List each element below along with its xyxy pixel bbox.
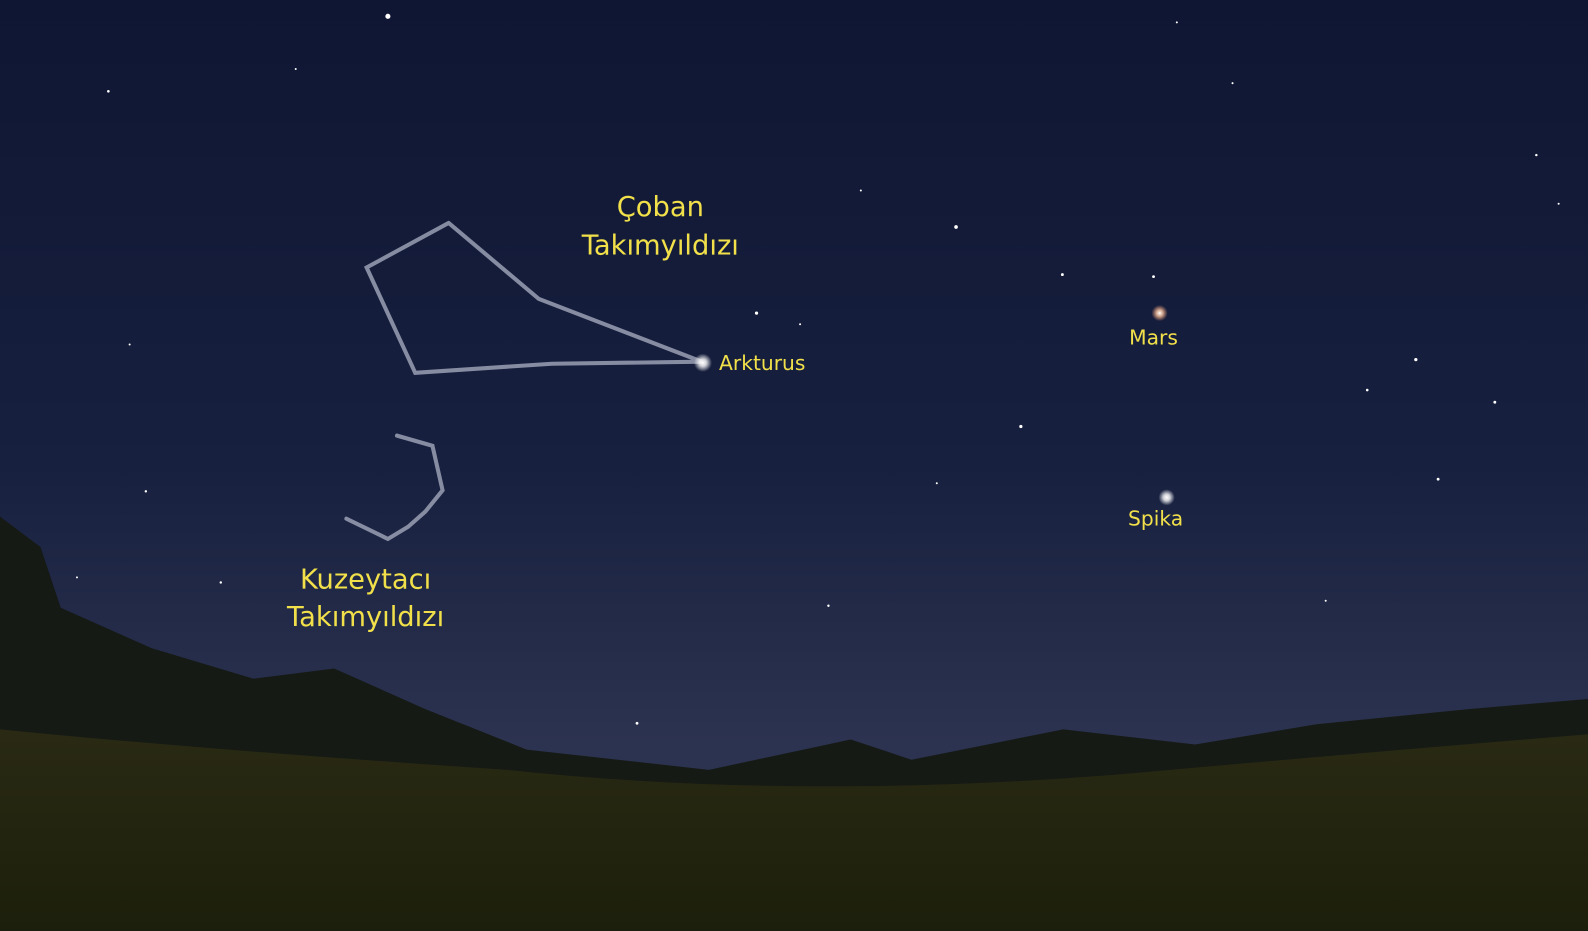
constellation-label: Takımyıldızı: [581, 230, 739, 261]
star-label: Spika: [1128, 507, 1183, 531]
ground: [0, 729, 1588, 931]
star-spika: [1158, 489, 1175, 506]
constellation-label: Takımyıldızı: [286, 602, 444, 633]
background-stars: [75, 13, 1560, 725]
constellation-label: Çoban: [617, 192, 704, 223]
planet-mars: [1151, 304, 1168, 322]
constellation-label: Kuzeytacı: [300, 565, 431, 596]
star-arkturus: [693, 353, 712, 372]
star-label: Arkturus: [719, 351, 805, 375]
star-label: Mars: [1129, 325, 1178, 349]
constellation-lines: [344, 220, 703, 542]
